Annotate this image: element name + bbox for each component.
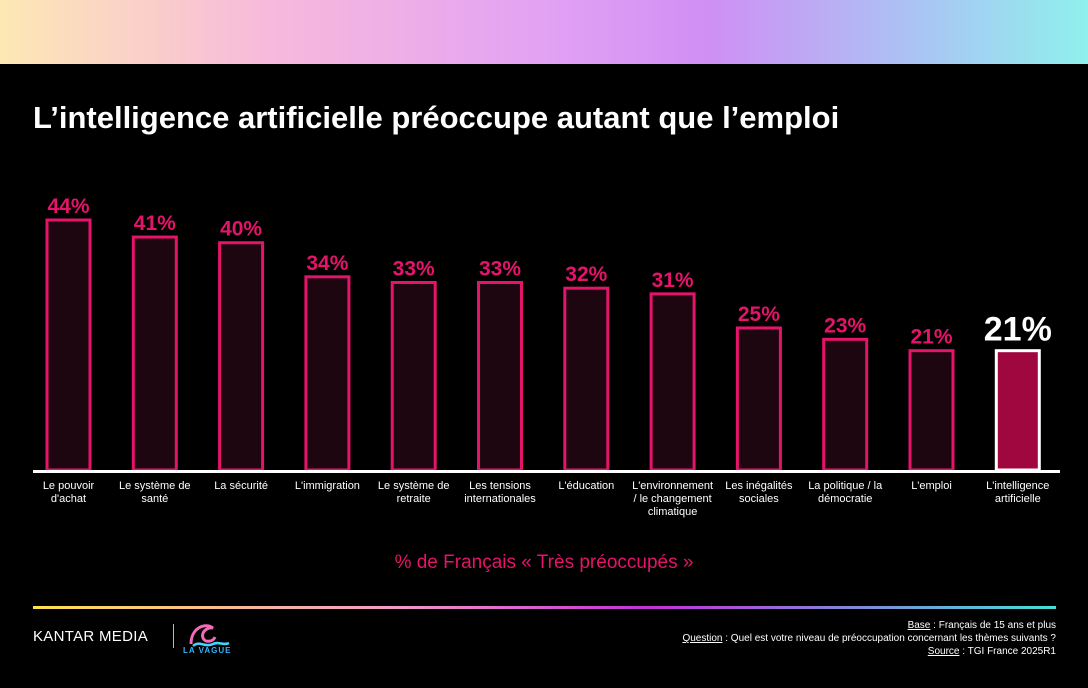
category-label: L'environnement / le changement climatique bbox=[632, 480, 713, 518]
category-label: L'éducation bbox=[558, 480, 614, 492]
footnote-base-text: : Français de 15 ans et plus bbox=[930, 620, 1056, 631]
footnote-base-label: Base bbox=[907, 620, 931, 631]
footnote-source-text: : TGI France 2025R1 bbox=[959, 646, 1056, 657]
bar bbox=[131, 235, 178, 472]
category-label: Le pouvoir d'achat bbox=[43, 480, 95, 505]
bar bbox=[390, 281, 437, 472]
footnote-question: Question : Quel est votre niveau de préo… bbox=[682, 632, 1056, 645]
category-label: Les tensions internationales bbox=[464, 480, 536, 505]
footnote-question-text: : Quel est votre niveau de préoccupation… bbox=[722, 633, 1056, 644]
bar-value-label: 23% bbox=[824, 314, 866, 337]
category-label: L'immigration bbox=[295, 480, 360, 492]
bar-value-label: 32% bbox=[565, 263, 607, 286]
bar-value-label: 31% bbox=[652, 269, 694, 292]
footnotes: Base : Français de 15 ans et plus Questi… bbox=[682, 619, 1056, 658]
bar bbox=[218, 241, 265, 472]
top-gradient-banner bbox=[0, 0, 1088, 64]
category-label: Le système de retraite bbox=[378, 480, 450, 505]
chart-subtitle: % de Français « Très préoccupés » bbox=[394, 552, 694, 573]
kantar-media-logo: KANTAR MEDIA bbox=[33, 628, 149, 645]
la-vague-wave-logo bbox=[189, 624, 230, 647]
bar bbox=[45, 218, 92, 472]
page-title: L’intelligence artificielle préoccupe au… bbox=[33, 100, 840, 135]
category-label: La sécurité bbox=[214, 480, 268, 492]
bar-value-label: 21% bbox=[984, 311, 1052, 349]
la-vague-logo-text: LA VAGUE bbox=[183, 646, 232, 655]
bar-value-label: 33% bbox=[393, 258, 435, 281]
footnote-question-label: Question bbox=[682, 633, 723, 644]
bar-value-label: 21% bbox=[910, 326, 952, 349]
bar bbox=[908, 349, 955, 472]
bar bbox=[649, 292, 696, 472]
footnote-source: Source : TGI France 2025R1 bbox=[682, 645, 1056, 658]
category-label: L'emploi bbox=[911, 480, 952, 492]
category-label: La politique / la démocratie bbox=[808, 480, 883, 505]
bar-value-label: 34% bbox=[306, 252, 348, 275]
bar-value-label: 25% bbox=[738, 303, 780, 326]
category-label: L'intelligence artificielle bbox=[986, 480, 1049, 505]
bar bbox=[735, 326, 782, 472]
bar-value-label: 33% bbox=[479, 258, 521, 281]
bar bbox=[822, 337, 869, 472]
bar bbox=[994, 349, 1041, 472]
bar-value-label: 44% bbox=[47, 195, 89, 218]
footnote-base: Base : Français de 15 ans et plus bbox=[682, 619, 1056, 632]
bar-value-label: 40% bbox=[220, 218, 262, 241]
brand-divider bbox=[173, 624, 174, 648]
bar bbox=[477, 281, 523, 472]
bar bbox=[563, 286, 610, 472]
category-label: Les inégalités sociales bbox=[725, 480, 793, 505]
bar-chart: 44% Le pouvoir d'achat 41% Le système de sant… bbox=[33, 195, 1060, 518]
footnote-source-label: Source bbox=[927, 646, 960, 657]
bar-value-label: 41% bbox=[134, 212, 176, 235]
bar bbox=[304, 275, 351, 472]
footer-gradient-rule bbox=[33, 606, 1056, 609]
category-label: Le système de santé bbox=[119, 480, 191, 505]
